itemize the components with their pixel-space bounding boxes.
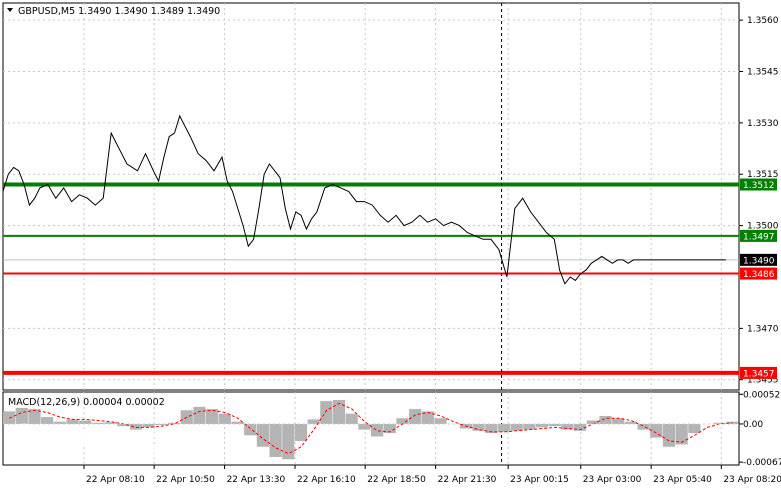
macd-bar — [485, 423, 498, 434]
macd-bar — [218, 413, 231, 424]
y-tick-label: 1.3470 — [747, 324, 779, 334]
macd-bar — [155, 423, 168, 426]
macd-bar — [41, 417, 54, 424]
macd-bar — [358, 423, 371, 430]
macd-bar — [612, 418, 625, 424]
y-tick-label: 1.3560 — [747, 16, 779, 26]
x-tick-label: 23 Apr 00:15 — [510, 475, 569, 485]
macd-bar — [548, 423, 561, 427]
macd-bar — [28, 409, 41, 424]
level-tag-box — [740, 366, 777, 379]
macd-bar — [523, 423, 536, 430]
level-tag-label: 1.3486 — [743, 270, 775, 280]
triangle-down-icon[interactable] — [7, 8, 13, 12]
x-tick-label: 22 Apr 10:50 — [156, 475, 215, 485]
macd-bar — [434, 418, 447, 424]
macd-signal-line — [9, 402, 733, 455]
macd-tick-label: -0.00067 — [743, 458, 781, 468]
x-tick-label: 23 Apr 08:20 — [723, 475, 781, 485]
macd-tick-label: 0.00052 — [743, 390, 780, 400]
price-axis: 1.3560 1.3545 1.3530 1.3515 1.3500 1.3470 1.34… — [739, 16, 779, 386]
macd-bar — [409, 409, 422, 424]
macd-bar — [15, 407, 28, 424]
macd-bar — [472, 423, 485, 431]
macd-bar — [53, 421, 66, 424]
level-tags: 1.3512 1.3497 1.3490 1.3486 1.3457 — [740, 178, 777, 379]
level-tag-box — [740, 229, 777, 242]
macd-bar — [345, 413, 358, 424]
level-lines — [3, 182, 739, 375]
macd-bar — [320, 401, 333, 424]
x-tick-label: 22 Apr 08:10 — [86, 475, 145, 485]
macd-bar — [383, 423, 396, 434]
macd-tick-label: 0.00 — [743, 420, 763, 430]
macd-bar — [599, 415, 612, 424]
macd-bar — [637, 423, 650, 430]
macd-bar — [79, 420, 92, 424]
macd-bar — [662, 423, 676, 447]
macd-bar — [586, 420, 599, 424]
y-tick-label: 1.3545 — [747, 67, 779, 77]
macd-bar — [206, 409, 219, 424]
macd-bar — [91, 422, 105, 424]
macd-axis: 0.00052 0.00 -0.00067 — [3, 390, 781, 468]
macd-bar — [650, 423, 663, 438]
level-tag-label: 1.3512 — [743, 181, 775, 191]
macd-bar — [421, 411, 434, 424]
macd-bar — [624, 421, 637, 424]
macd-bar — [371, 423, 384, 437]
y-tick-label: 1.3455 — [747, 376, 779, 386]
level-tag-label: 1.3457 — [743, 369, 775, 379]
macd-bar — [574, 423, 587, 431]
macd-bar — [688, 423, 701, 434]
macd-bar — [332, 399, 346, 424]
macd-bar — [117, 423, 130, 427]
macd-bar — [675, 423, 688, 445]
watermark-brand: instaforex — [42, 424, 176, 455]
y-tick-label: 1.3530 — [747, 119, 779, 129]
macd-bar — [307, 419, 320, 424]
instaforex-logo — [9, 423, 39, 453]
level-tag-box — [740, 253, 777, 266]
macd-bar — [561, 423, 574, 430]
macd-bar — [167, 422, 181, 424]
x-tick-label: 22 Apr 16:10 — [297, 475, 356, 485]
macd-bar — [713, 422, 726, 424]
x-tick-label: 22 Apr 13:30 — [227, 475, 286, 485]
macd-bar — [294, 423, 308, 442]
level-tag-label: 1.3490 — [743, 256, 775, 266]
main-plot-frame — [2, 2, 740, 391]
time-axis: 22 Apr 08:10 22 Apr 10:50 22 Apr 13:30 22 A… — [83, 465, 781, 485]
macd-bar — [142, 423, 155, 428]
macd-label: MACD(12,26,9) 0.00004 0.00002 — [8, 397, 165, 408]
macd-bar — [256, 423, 269, 447]
macd-bar — [510, 423, 523, 431]
macd-bar — [244, 423, 257, 436]
x-tick-label: 22 Apr 18:50 — [367, 475, 426, 485]
macd-bar — [231, 421, 244, 424]
macd-bar — [66, 419, 79, 424]
macd-bar — [269, 423, 282, 458]
x-tick-label: 22 Apr 21:30 — [438, 475, 497, 485]
level-tag-label: 1.3497 — [743, 232, 775, 242]
macd-bar — [396, 418, 409, 424]
price-series-line — [2, 114, 726, 285]
level-tag-box — [740, 178, 777, 191]
x-tick-label: 23 Apr 03:00 — [583, 475, 642, 485]
y-tick-label: 1.3500 — [747, 222, 779, 232]
watermark-tagline: Instant Forex Trading — [44, 448, 160, 461]
chart-header: GBPUSD,M5 1.3490 1.3490 1.3489 1.3490 — [18, 6, 220, 17]
macd-bar — [497, 423, 511, 432]
macd-bar — [535, 423, 549, 428]
y-tick-label: 1.3515 — [747, 170, 779, 180]
macd-bar — [282, 423, 295, 460]
macd-bar — [129, 423, 143, 430]
macd-bar — [3, 411, 16, 424]
x-tick-label: 23 Apr 05:40 — [653, 475, 712, 485]
level-tag-box — [740, 267, 777, 280]
macd-bar — [193, 406, 206, 424]
macd-bar — [104, 422, 117, 424]
